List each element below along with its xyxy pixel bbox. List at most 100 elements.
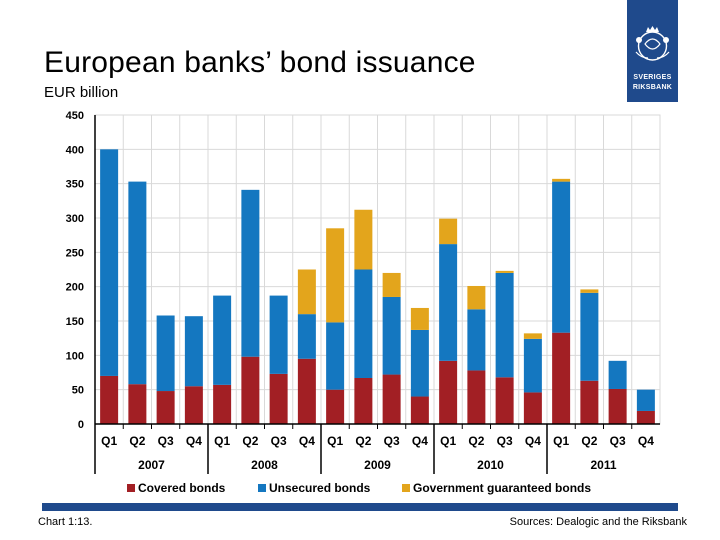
bar-unsecured-bonds-16 [552,181,571,333]
bar-covered-bonds-1 [128,384,147,424]
x-tick-label: Q2 [355,434,371,448]
bar-covered-bonds-5 [241,356,260,424]
chart-unit-label: EUR billion [44,84,119,101]
bar-covered-bonds-16 [552,332,571,424]
bar-unsecured-bonds-8 [326,322,345,390]
legend-swatch-2 [402,484,410,492]
y-tick-label: 350 [66,179,84,191]
bar-unsecured-bonds-19 [636,389,655,411]
bar-government-guaranteed-bonds-11 [410,307,429,330]
bar-government-guaranteed-bonds-8 [326,228,345,323]
bar-covered-bonds-7 [297,358,316,424]
chart-number: Chart 1:13. [38,516,93,528]
bar-unsecured-bonds-1 [128,181,147,385]
legend-label-0: Covered bonds [138,481,226,495]
legend-swatch-1 [258,484,266,492]
x-tick-label: Q3 [610,434,626,448]
y-tick-label: 250 [66,247,84,259]
bar-unsecured-bonds-15 [523,338,542,393]
y-tick-label: 150 [66,316,84,328]
bar-unsecured-bonds-13 [467,309,486,371]
bar-government-guaranteed-bonds-10 [382,272,401,297]
x-tick-label: Q3 [271,434,287,448]
legend-label-1: Unsecured bonds [269,481,371,495]
bar-covered-bonds-2 [156,391,175,424]
bar-unsecured-bonds-14 [495,272,514,378]
x-tick-label: Q3 [158,434,174,448]
x-tick-label: Q1 [101,434,117,448]
y-tick-label: 300 [66,213,84,225]
bar-unsecured-bonds-9 [354,269,373,378]
y-tick-label: 0 [78,419,84,431]
legend-swatch-0 [127,484,135,492]
bar-covered-bonds-11 [410,396,429,424]
page-title: European banks’ bond issuance [44,46,476,79]
bar-unsecured-bonds-2 [156,315,175,392]
y-tick-label: 400 [66,144,84,156]
bar-government-guaranteed-bonds-15 [523,333,542,339]
bar-unsecured-bonds-4 [213,295,232,385]
bar-unsecured-bonds-3 [184,316,203,387]
bar-covered-bonds-3 [184,386,203,424]
bar-government-guaranteed-bonds-9 [354,209,373,270]
bar-unsecured-bonds-0 [100,149,119,376]
x-tick-label: Q3 [384,434,400,448]
y-tick-label: 200 [66,282,84,294]
x-tick-label: Q1 [214,434,230,448]
bar-covered-bonds-17 [580,380,599,424]
y-tick-label: 100 [66,350,84,362]
bar-government-guaranteed-bonds-16 [552,178,571,182]
chart-bars [100,149,655,424]
x-tick-label: Q2 [242,434,258,448]
bar-covered-bonds-4 [213,384,232,424]
bar-unsecured-bonds-6 [269,295,288,374]
bar-unsecured-bonds-5 [241,189,260,357]
footer-bar [42,503,678,511]
bar-covered-bonds-19 [636,410,655,424]
x-tick-label: Q4 [186,434,202,448]
bar-unsecured-bonds-17 [580,292,599,381]
chart-legend: Covered bonds Unsecured bonds Government g… [127,481,591,495]
x-tick-label: Q2 [468,434,484,448]
bar-unsecured-bonds-12 [439,244,458,361]
bar-government-guaranteed-bonds-7 [297,269,316,315]
bar-covered-bonds-8 [326,389,345,424]
x-tick-label: Q4 [412,434,428,448]
riksbank-logo: SVERIGES RIKSBANK [627,0,678,102]
bar-covered-bonds-12 [439,360,458,424]
bar-government-guaranteed-bonds-13 [467,285,486,310]
logo-line-2: RIKSBANK [632,84,673,91]
year-label: 2007 [138,458,165,472]
x-tick-label: Q4 [299,434,315,448]
x-tick-label: Q3 [497,434,513,448]
bar-covered-bonds-10 [382,374,401,424]
bar-covered-bonds-9 [354,377,373,424]
bar-government-guaranteed-bonds-14 [495,270,514,273]
x-tick-label: Q1 [440,434,456,448]
chart-grid [94,114,661,425]
bar-government-guaranteed-bonds-12 [439,218,458,245]
bar-unsecured-bonds-18 [608,360,627,389]
x-tick-label: Q1 [327,434,343,448]
logo-line-1: SVERIGES [633,74,672,81]
year-label: 2008 [251,458,278,472]
year-label: 2009 [364,458,391,472]
crest-icon [635,26,670,61]
x-tick-label: Q4 [638,434,654,448]
y-tick-label: 50 [72,385,84,397]
x-tick-label: Q1 [553,434,569,448]
bar-unsecured-bonds-7 [297,314,316,359]
bar-covered-bonds-18 [608,388,627,424]
chart-axes: 0 50 100 150 200 250 300 350 400 450 Q1 Q2 Q3 Q4 Q1 Q2 Q… [66,110,660,474]
legend-label-2: Government guaranteed bonds [413,481,591,495]
y-tick-label: 450 [66,110,84,122]
bar-covered-bonds-0 [100,375,119,424]
bar-government-guaranteed-bonds-17 [580,289,599,293]
year-label: 2010 [477,458,504,472]
chart-sources: Sources: Dealogic and the Riksbank [509,516,687,528]
x-tick-label: Q2 [129,434,145,448]
bar-unsecured-bonds-11 [410,329,429,397]
year-label: 2011 [590,458,616,472]
bar-covered-bonds-15 [523,392,542,424]
